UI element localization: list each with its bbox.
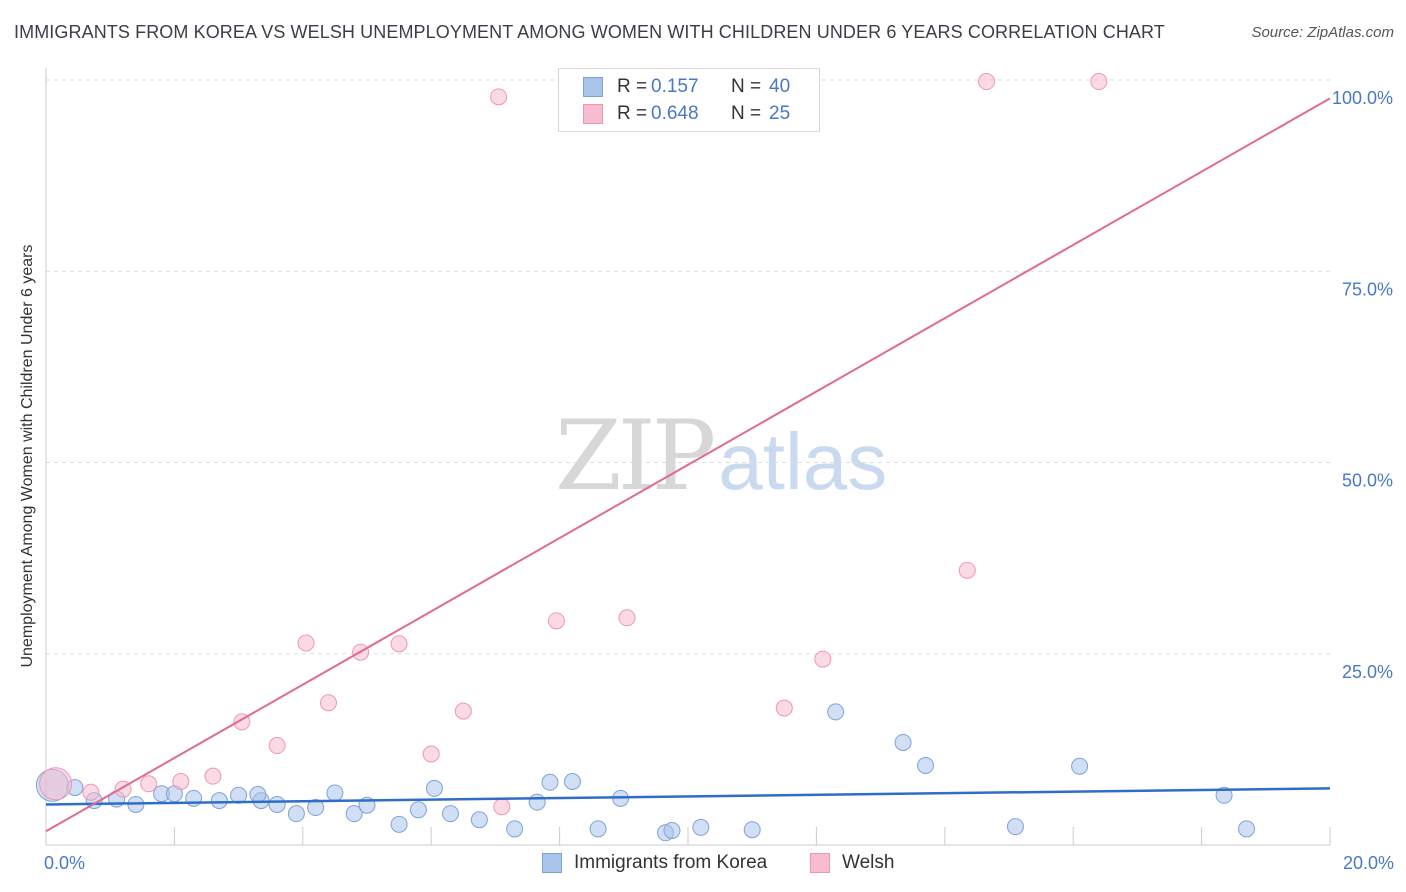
korea-point xyxy=(692,818,710,836)
korea-point xyxy=(441,805,459,823)
welsh-point xyxy=(814,650,832,668)
korea-point xyxy=(425,779,443,797)
korea-point xyxy=(326,784,344,802)
welsh-point xyxy=(493,798,511,816)
welsh-point xyxy=(978,73,996,91)
legend-label-welsh: Welsh xyxy=(842,852,895,873)
welsh-point xyxy=(297,634,315,652)
legend-r-value: 0.157 xyxy=(651,76,699,97)
y-tick-label: 75.0% xyxy=(1342,279,1393,299)
welsh-point xyxy=(268,737,286,755)
welsh-point xyxy=(1090,73,1108,91)
welsh-point xyxy=(454,702,472,720)
axes xyxy=(45,68,1331,846)
korea-point xyxy=(470,811,488,829)
korea-point xyxy=(827,703,845,721)
y-tick-label: 25.0% xyxy=(1342,662,1393,682)
legend-n-value: 40 xyxy=(769,76,791,97)
legend-item-korea[interactable]: Immigrants from Korea xyxy=(542,852,767,874)
legend-swatch-korea xyxy=(542,853,562,873)
welsh-point xyxy=(422,745,440,763)
legend-label-korea: Immigrants from Korea xyxy=(574,852,768,873)
korea-point xyxy=(390,815,408,833)
korea-point xyxy=(1006,818,1024,836)
korea-point xyxy=(185,789,203,807)
legend-r-value: 0.648 xyxy=(651,103,699,124)
korea-point xyxy=(528,793,546,811)
korea-point xyxy=(287,805,305,823)
legend-r-label: R = xyxy=(617,76,648,97)
korea-point xyxy=(663,821,681,839)
korea-point xyxy=(894,733,912,751)
legend-swatch-welsh xyxy=(583,104,603,124)
korea-point xyxy=(589,820,607,838)
welsh-point xyxy=(958,561,976,579)
welsh-point xyxy=(775,699,793,717)
welsh-point xyxy=(319,694,337,712)
korea-point xyxy=(1238,820,1256,838)
korea-point xyxy=(268,795,286,813)
legend-item-welsh[interactable]: Welsh xyxy=(810,852,894,874)
korea-point xyxy=(1215,786,1233,804)
x-tick-label: 20.0% xyxy=(1343,853,1394,873)
welsh-point xyxy=(390,635,408,653)
series-welsh-points xyxy=(39,73,1108,816)
korea-point xyxy=(541,773,559,791)
welsh-trend-line xyxy=(45,97,1331,833)
y-tick-label: 100.0% xyxy=(1332,88,1393,108)
korea-point xyxy=(210,792,228,810)
welsh-point xyxy=(618,609,636,627)
korea-point xyxy=(409,801,427,819)
welsh-point xyxy=(490,88,508,106)
watermark-zip: ZIP xyxy=(555,400,716,512)
korea-point xyxy=(345,805,363,823)
legend-swatch-korea xyxy=(583,77,603,97)
korea-point xyxy=(917,756,935,774)
tick-labels: 25.0% 50.0% 75.0% 100.0% 0.0% 20.0% xyxy=(44,88,1394,873)
korea-point xyxy=(1071,757,1089,775)
legend-n-label: N = xyxy=(731,103,762,124)
welsh-point xyxy=(82,783,100,801)
korea-point xyxy=(307,799,325,817)
welsh-point xyxy=(140,775,158,793)
chart-title: IMMIGRANTS FROM KOREA VS WELSH UNEMPLOYM… xyxy=(14,22,1165,42)
correlation-legend: R = 0.157 N = 40 R = 0.648 N = 25 xyxy=(558,68,820,132)
y-tick-label: 50.0% xyxy=(1342,471,1393,491)
legend-n-label: N = xyxy=(731,76,762,97)
korea-point xyxy=(563,773,581,791)
welsh-point xyxy=(204,767,222,785)
korea-point xyxy=(743,821,761,839)
legend-swatch-welsh xyxy=(810,853,830,873)
legend-n-value: 25 xyxy=(769,103,791,124)
source-credit: Source: ZipAtlas.com xyxy=(1251,24,1394,41)
welsh-point xyxy=(172,773,190,791)
korea-point xyxy=(506,820,524,838)
korea-trend-line xyxy=(45,787,1331,806)
series-korea-points xyxy=(35,703,1256,842)
legend-r-label: R = xyxy=(617,103,648,124)
welsh-point xyxy=(39,767,73,801)
welsh-point xyxy=(547,612,565,630)
korea-point xyxy=(249,786,267,804)
trend-lines xyxy=(45,97,1331,833)
series-legend: Immigrants from Korea Welsh xyxy=(0,852,1406,878)
x-tick-label: 0.0% xyxy=(44,853,85,873)
grid-lines xyxy=(46,79,1330,655)
